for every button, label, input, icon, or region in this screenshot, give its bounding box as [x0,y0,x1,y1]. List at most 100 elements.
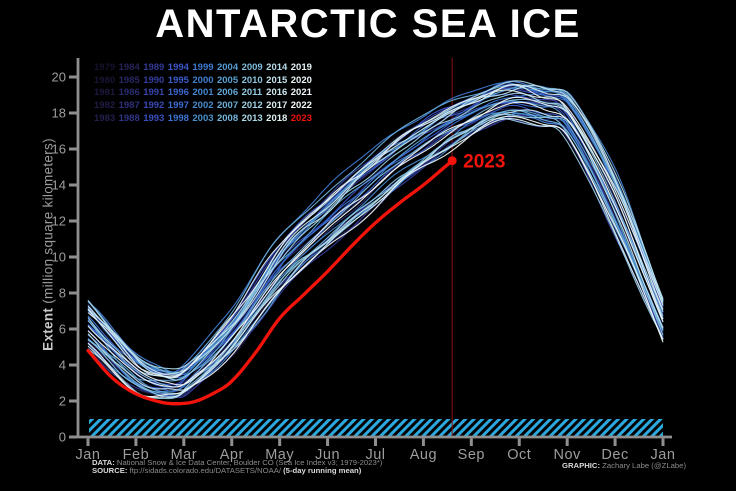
legend-year-1995: 1995 [167,74,189,86]
y-tick-label-12: 12 [52,214,66,229]
legend-year-2013: 2013 [241,112,263,124]
y-tick-label-14: 14 [52,178,66,193]
series-2023-dot [447,156,457,166]
legend-year-1986: 1986 [118,87,140,99]
x-tick-label-0: Jan [76,447,101,463]
series-2023-label: 2023 [463,152,505,173]
year-line-1981 [87,100,664,391]
x-tick-label-2: Mar [171,447,197,463]
y-axis-label: Extent (million square kilometers) [41,50,56,440]
axis-spines [76,58,672,439]
x-tick-label-10: Nov [554,447,582,463]
x-tick-label-9: Oct [507,447,531,463]
legend-year-2016: 2016 [266,87,288,99]
y-tick-label-10: 10 [52,250,66,265]
legend-year-2001: 2001 [192,87,214,99]
x-tick-label-11: Dec [601,447,628,463]
x-tick-label-1: Feb [123,447,150,463]
y-tick-label-18: 18 [52,106,66,121]
legend-year-1991: 1991 [143,87,165,99]
legend-year-1985: 1985 [118,74,140,86]
year-line-2004 [87,84,664,373]
y-axis-label-bold: Extent [40,307,56,351]
footer-source-text: ftp://sidads.colorado.edu/DATASETS/NOAA/ [127,466,284,476]
year-line-1997 [87,101,664,388]
y-tick-label-8: 8 [59,286,66,301]
legend-year-2011: 2011 [241,87,263,99]
legend-year-1979: 1979 [94,62,116,73]
x-tick-label-8: Sep [458,447,485,463]
year-line-2007 [87,84,664,375]
legend-year-2017: 2017 [266,100,288,112]
year-line-2014 [87,85,664,375]
year-line-2022 [87,101,664,388]
hatched-band [89,419,663,437]
x-tick-label-6: Jul [365,447,385,463]
year-line-1992 [87,93,664,378]
y-tick-label-16: 16 [52,142,66,157]
footer-graphic-label: GRAPHIC: [562,461,601,470]
legend-year-1989: 1989 [143,62,165,73]
page-title: ANTARCTIC SEA ICE [155,2,581,46]
footer-data-line: DATA: National Snow & Ice Data Center, B… [92,458,383,467]
legend-year-2009: 2009 [241,62,263,73]
legend-year-1981: 1981 [94,87,116,99]
legend-year-1987: 1987 [118,100,140,112]
legend-year-2007: 2007 [216,100,239,112]
legend-year-2000: 2000 [192,74,214,86]
year-line-2021 [87,115,664,398]
legend-year-1984: 1984 [118,62,140,73]
y-axis-label-units: (million square kilometers) [40,138,56,308]
y-tick-label-0: 0 [59,430,66,445]
series-2023-line [86,159,454,406]
footer-graphic-text: Zachary Labe (@ZLabe) [600,461,687,470]
year-line-2013 [87,80,664,370]
footer-data-text: National Snow & Ice Data Center, Boulder… [114,458,383,467]
year-line-1998 [87,93,664,379]
legend-year-2020: 2020 [290,74,312,86]
legend-year-2004: 2004 [216,62,239,73]
legend-year-1997: 1997 [167,100,189,112]
legend-year-2006: 2006 [216,87,239,99]
legend-year-1996: 1996 [167,87,189,99]
y-tick-label-6: 6 [59,322,66,337]
year-line-1993 [87,101,664,386]
legend-year-1982: 1982 [94,100,116,112]
legend-year-1992: 1992 [143,100,165,112]
legend-year-2018: 2018 [266,112,288,124]
footer-source-note: (5-day running mean) [283,466,362,476]
year-line-2012 [87,92,664,381]
legend-year-2002: 2002 [192,100,214,112]
x-tick-label-4: May [265,447,294,463]
year-line-2005 [87,100,664,382]
legend-year-2010: 2010 [241,74,263,86]
y-tick-label-2: 2 [59,394,66,409]
legend-year-2008: 2008 [216,112,239,124]
legend-year-2021: 2021 [290,87,312,99]
year-line-2002 [87,111,664,393]
x-tick-label-12: Jan [651,447,676,463]
legend-year-1983: 1983 [94,112,116,124]
y-tick-label-4: 4 [59,358,66,373]
legend-year-1988: 1988 [118,112,140,124]
legend-year-2014: 2014 [266,62,288,73]
year-line-1986 [87,101,664,388]
footer-source-label: SOURCE: [92,466,128,476]
legend-year-2003: 2003 [192,112,214,124]
legend-year-2012: 2012 [241,100,263,112]
footer-data-label: DATA: [92,458,115,467]
legend-year-1998: 1998 [167,112,189,124]
footer-credits: DATA: National Snow & Ice Data Center, B… [92,458,383,476]
year-legend: 1979 1980 1981 1982 1983 1984 1985 1986 1987 1988… [94,62,315,125]
y-tick-label-20: 20 [52,70,66,85]
legend-year-1994: 1994 [167,62,189,73]
year-line-2016 [87,84,664,376]
legend-year-1980: 1980 [94,74,116,86]
footer-source-line: SOURCE: ftp://sidads.colorado.edu/DATASE… [92,467,382,475]
x-tick-label-7: Aug [410,447,437,463]
legend-year-2022: 2022 [290,100,312,112]
year-line-1999 [87,82,664,374]
legend-year-2015: 2015 [266,74,288,86]
